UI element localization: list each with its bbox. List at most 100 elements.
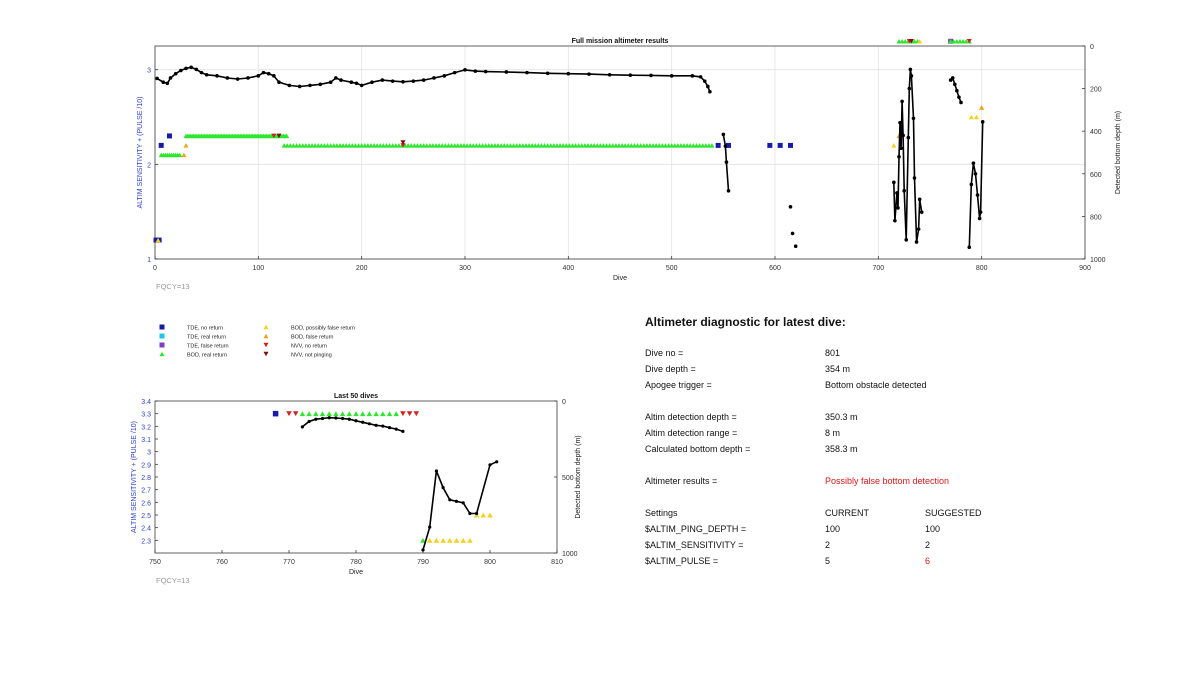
y-tick-label: 3.3	[141, 412, 151, 419]
bottom-depth-point	[204, 72, 209, 77]
frequency-note: FQCY=13	[156, 282, 190, 291]
y-axis-label: ALTIM SENSITIVITY + (PULSE /10)	[137, 97, 144, 209]
data-marker-triangle-up	[968, 114, 974, 120]
x-tick-label: 780	[350, 559, 362, 566]
bottom-depth-point	[909, 74, 914, 78]
x-tick-label: 790	[417, 559, 429, 566]
legend-label: TDE, no return	[187, 326, 223, 332]
bottom-depth-point	[669, 74, 674, 78]
data-marker-triangle-up	[299, 411, 306, 417]
x-tick-label: 500	[666, 265, 678, 272]
x-tick-label: 770	[283, 559, 295, 566]
y-tick-label: 2.6	[141, 500, 151, 507]
bottom-depth-point	[790, 231, 795, 236]
data-marker-triangle-up	[263, 324, 269, 330]
setting-current: 2	[825, 540, 831, 550]
setting-suggested: 100	[925, 524, 941, 534]
data-marker-triangle-up	[346, 411, 353, 417]
bottom-depth-point	[969, 182, 974, 187]
legend-label: BOD, false return	[291, 335, 334, 341]
bottom-depth-point	[261, 70, 266, 75]
data-marker-triangle-down	[406, 411, 413, 417]
y2-axis-label: Detected bottom depth (m)	[1115, 111, 1122, 194]
bottom-depth-point	[334, 416, 338, 420]
bottom-depth-point	[967, 245, 972, 250]
y2-tick-label: 1000	[1090, 257, 1106, 264]
bottom-depth-point	[899, 146, 903, 151]
bottom-depth-point	[902, 189, 906, 193]
data-marker-triangle-up	[159, 351, 165, 357]
diagnostic-label: Altimeter results =	[645, 476, 718, 486]
bottom-depth-point	[361, 420, 365, 424]
bottom-depth-point	[421, 548, 425, 552]
plot-frame	[154, 400, 558, 554]
bottom-depth-point	[349, 80, 354, 85]
settings-header-label: Settings	[645, 508, 678, 518]
data-marker-triangle-down	[271, 133, 277, 139]
bottom-depth-point	[328, 80, 333, 85]
bottom-depth-point	[721, 132, 726, 137]
data-marker-triangle-down	[966, 39, 972, 44]
diagnostic-label: Altim detection depth =	[645, 412, 737, 422]
data-marker-triangle-up	[917, 39, 923, 44]
bottom-depth-point	[454, 499, 459, 503]
data-marker-triangle-up	[393, 411, 399, 417]
bottom-depth-point	[914, 240, 919, 244]
marker-legend: TDE, no return BOD, possibly false return…	[159, 324, 355, 359]
bottom-depth-point	[173, 71, 178, 76]
bottom-depth-point	[788, 205, 793, 209]
bottom-depth-point	[297, 84, 302, 89]
bottom-depth-point	[307, 419, 311, 424]
bottom-depth-point	[432, 76, 436, 80]
bottom-depth-point	[266, 71, 271, 76]
diagnostic-row-dive-depth: Dive depth = 354 m	[645, 364, 1185, 378]
y2-tick-label: 1000	[562, 551, 578, 558]
setting-label: $ALTIM_PULSE =	[645, 556, 719, 566]
bottom-depth-line	[722, 134, 730, 191]
bottom-depth-point	[165, 81, 170, 86]
bottom-depth-point	[461, 501, 465, 505]
diagnostic-label: Apogee trigger =	[645, 380, 712, 390]
diagnostic-label: Calculated bottom depth =	[645, 444, 751, 454]
diagnostic-label: Dive depth =	[645, 364, 696, 374]
data-marker-triangle-down	[263, 351, 269, 357]
bottom-depth-point	[906, 135, 911, 140]
x-tick-label: 200	[356, 265, 368, 272]
bottom-depth-point	[971, 161, 976, 165]
bottom-depth-point	[607, 72, 612, 77]
bottom-depth-point	[793, 244, 798, 249]
diagnostic-title: Altimeter diagnostic for latest dive:	[645, 315, 846, 329]
bottom-depth-point	[488, 463, 492, 467]
diagnostic-row-detection-depth: Altim detection depth = 350.3 m	[645, 412, 1185, 426]
data-marker-triangle-up	[974, 114, 979, 120]
x-tick-label: 800	[976, 265, 988, 272]
bottom-depth-point	[394, 427, 398, 431]
bottom-depth-point	[957, 95, 961, 99]
bottom-depth-point	[649, 73, 653, 78]
bottom-depth-point	[168, 76, 173, 80]
bottom-depth-line	[301, 416, 404, 433]
y-tick-label: 2.3	[141, 538, 151, 545]
x-tick-label: 300	[459, 265, 471, 272]
data-marker-triangle-up	[453, 537, 460, 543]
bottom-depth-point	[566, 71, 571, 76]
bottom-depth-point	[199, 70, 204, 75]
data-marker-triangle-up	[359, 411, 366, 417]
bottom-depth-line	[422, 461, 498, 551]
data-marker-triangle-down	[908, 39, 914, 44]
bottom-depth-point	[708, 89, 712, 94]
data-marker-triangle-up	[386, 411, 393, 417]
data-marker-triangle-down	[292, 411, 299, 417]
setting-label: $ALTIM_SENSITIVITY =	[645, 540, 744, 550]
data-marker-square	[159, 333, 165, 339]
bottom-depth-point	[194, 67, 199, 72]
bottom-depth-point	[215, 74, 219, 78]
setting-row-pulse: $ALTIM_PULSE = 5 6	[645, 556, 1185, 570]
y-tick-label: 2.8	[141, 475, 151, 482]
bottom-depth-point	[184, 66, 188, 71]
y2-tick-label: 500	[562, 475, 574, 482]
bottom-depth-point	[955, 88, 959, 93]
data-marker-triangle-up	[979, 105, 985, 110]
setting-row-ping-depth: $ALTIM_PING_DEPTH = 100 100	[645, 524, 1185, 538]
y-tick-label: 3	[147, 450, 151, 457]
